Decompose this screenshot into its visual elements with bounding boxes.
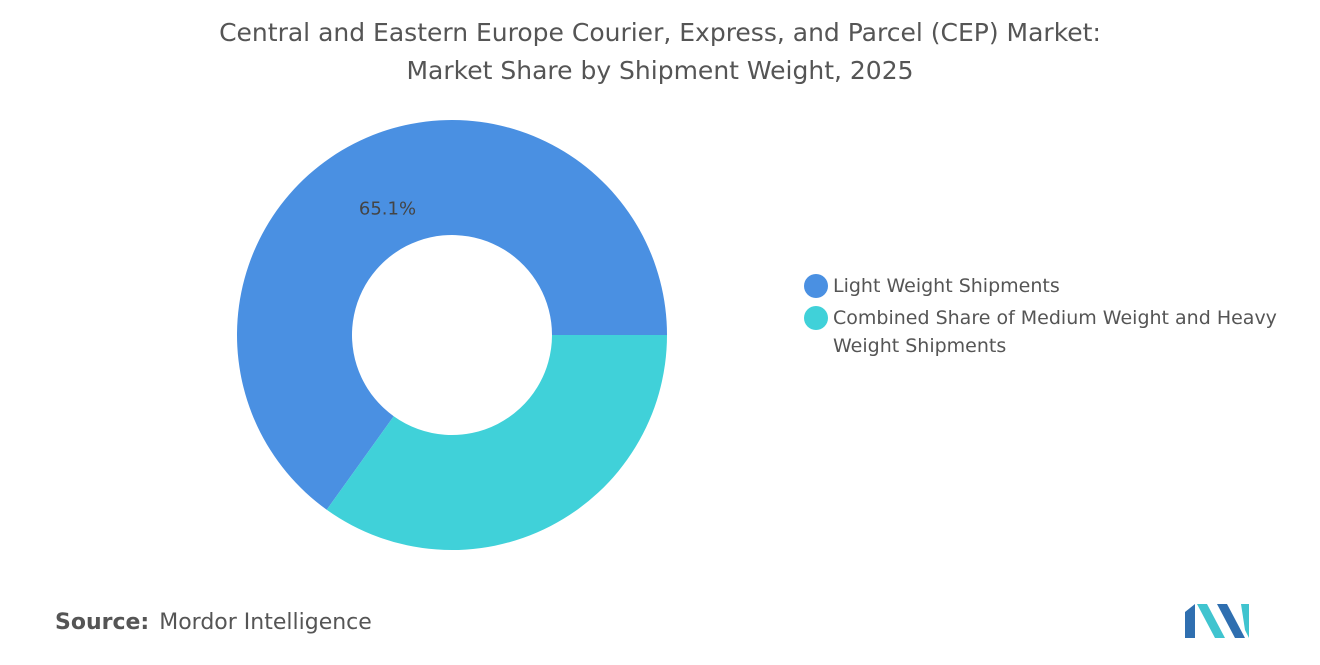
legend-label: Combined Share of Medium Weight and Heav… [833,307,1277,357]
title-line: Central and Eastern Europe Courier, Expr… [219,18,1101,47]
data-label: 65.1% [359,199,416,220]
legend-label: Light Weight Shipments [833,275,1060,297]
subtitle: Market Share by Shipment Weight, 2025 [406,56,914,85]
chart-title: Central and Eastern Europe Courier, Expr… [0,14,1320,90]
donut-slice [326,335,667,550]
legend-item: Combined Share of Medium Weight and Heav… [804,304,1314,360]
logo [1185,604,1249,638]
source-text: Mordor Intelligence [159,610,372,635]
source: Source: Mordor Intelligence [55,610,372,635]
legend-item: Light Weight Shipments [804,272,1314,300]
source-label: Source: [55,610,150,635]
donut-slice [236,119,667,510]
legend-marker [804,306,828,330]
legend-marker [804,274,828,298]
